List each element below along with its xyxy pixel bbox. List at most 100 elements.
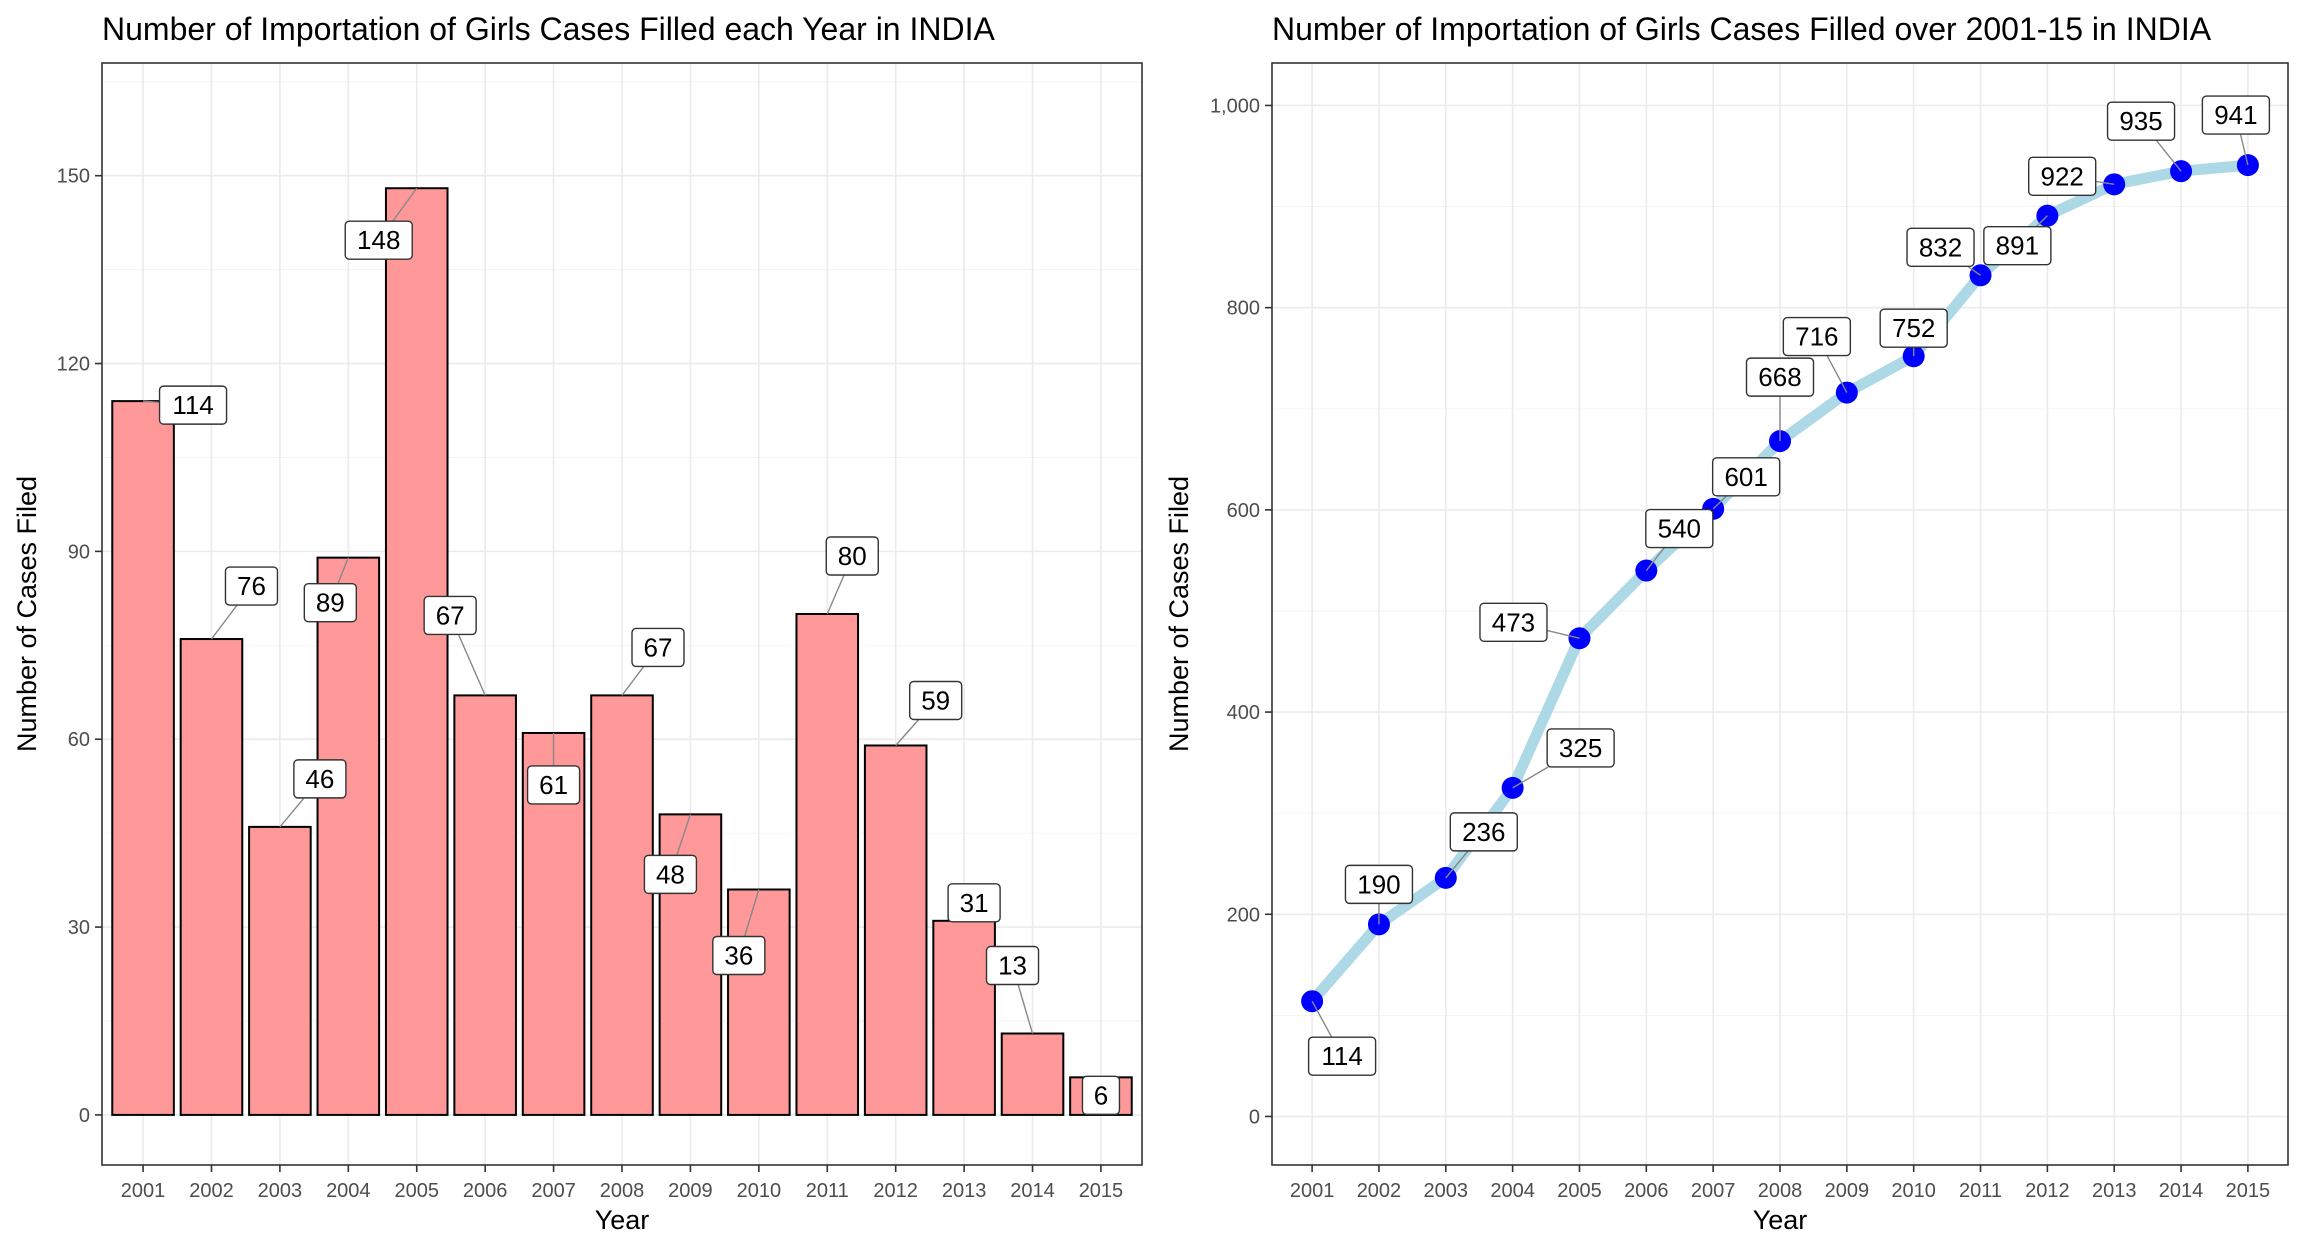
bar-data-label-2006: 67 bbox=[423, 595, 477, 636]
bar-chart-y-tick-label: 0 bbox=[79, 1105, 90, 1127]
line-chart-x-tick-label: 2007 bbox=[1691, 1180, 1736, 1202]
bar-data-label-2014: 13 bbox=[985, 945, 1040, 986]
bar-chart-y-tick-label: 120 bbox=[57, 354, 90, 376]
line-chart-x-tick-label: 2005 bbox=[1557, 1180, 1602, 1202]
bar-2012 bbox=[863, 744, 928, 1116]
bar-label-leader bbox=[1017, 984, 1034, 1034]
line-label-leader bbox=[1546, 629, 1580, 639]
bar-data-label-2008-box bbox=[631, 627, 685, 668]
bar-data-label-2015-text: 6 bbox=[1094, 1080, 1108, 1110]
line-data-label-2003: 236 bbox=[1449, 812, 1518, 852]
line-chart-x-tick-label: 2012 bbox=[2025, 1180, 2070, 1202]
bar-data-label-2003-text: 46 bbox=[305, 764, 334, 794]
line-data-label-2009-box bbox=[1782, 316, 1852, 357]
line-chart-x-tick-label: 2010 bbox=[1891, 1180, 1936, 1202]
line-data-label-2002-text: 190 bbox=[1357, 869, 1400, 899]
line-data-label-2011-box bbox=[1906, 227, 1975, 268]
line-chart-x-axis-title: Year bbox=[1753, 1205, 1808, 1235]
line-label-leader bbox=[1512, 766, 1549, 789]
line-data-label-2004: 325 bbox=[1546, 728, 1615, 768]
bar-data-label-2005: 148 bbox=[344, 220, 413, 260]
line-data-label-2010-box bbox=[1879, 308, 1948, 348]
line-data-label-2004-box bbox=[1546, 728, 1615, 768]
bar-chart-x-tick-label: 2013 bbox=[942, 1180, 987, 1202]
line-chart-y-tick-label: 1,000 bbox=[1210, 95, 1260, 117]
bar-data-label-2002-box bbox=[224, 566, 279, 606]
line-label-leader bbox=[1645, 547, 1665, 571]
line-data-label-2006-box bbox=[1645, 508, 1714, 549]
line-chart-panel: Number of Importation of Girls Cases Fil… bbox=[1164, 11, 2289, 1235]
bar-2003 bbox=[248, 825, 312, 1116]
bar-chart-axes: 0 30 60 90 120 150 2001 2002 2003 2004 2005 2006 200… bbox=[57, 166, 1124, 1202]
line-data-label-2001-box bbox=[1307, 1036, 1377, 1076]
line-data-label-2011: 832 bbox=[1906, 227, 1975, 268]
line-data-label-2015-text: 941 bbox=[2214, 100, 2257, 130]
bar-data-label-2015: 6 bbox=[1081, 1075, 1121, 1116]
line-label-leader bbox=[1712, 495, 1728, 510]
line-data-label-2006: 540 bbox=[1645, 508, 1714, 549]
bar-data-label-2008-text: 67 bbox=[644, 632, 673, 662]
bar-label-leader bbox=[392, 187, 418, 222]
line-chart-x-tick-label: 2001 bbox=[1290, 1180, 1335, 1202]
bar-data-label-2001: 114 bbox=[158, 385, 228, 425]
bar-chart-x-tick-label: 2009 bbox=[668, 1180, 713, 1202]
bar-data-label-2012: 59 bbox=[908, 680, 963, 721]
line-data-label-2005: 473 bbox=[1479, 602, 1548, 642]
line-data-label-2004-text: 325 bbox=[1559, 733, 1602, 763]
bar-data-label-2004-box bbox=[303, 582, 358, 623]
bar-data-label-2012-box bbox=[908, 680, 963, 721]
line-chart-x-tick-label: 2002 bbox=[1357, 1180, 1402, 1202]
line-data-label-2013-text: 922 bbox=[2041, 161, 2084, 191]
line-label-leader bbox=[2155, 139, 2182, 172]
bar-data-label-2002-text: 76 bbox=[237, 571, 266, 601]
bar-data-label-2010-text: 36 bbox=[724, 941, 753, 971]
bar-chart-y-tick-label: 30 bbox=[68, 917, 90, 939]
bar-2013 bbox=[932, 919, 996, 1116]
bar-chart-x-tick-label: 2015 bbox=[1079, 1180, 1124, 1202]
bar-data-label-2013-box bbox=[947, 883, 1001, 923]
line-chart-y-tick-label: 400 bbox=[1227, 702, 1260, 724]
line-label-leader bbox=[1826, 355, 1848, 393]
bar-2005 bbox=[384, 187, 449, 1116]
line-data-label-2013: 922 bbox=[2028, 156, 2097, 197]
bar-data-label-2007-text: 61 bbox=[539, 770, 568, 800]
line-data-label-2010-text: 752 bbox=[1892, 313, 1935, 343]
bar-2008 bbox=[590, 694, 654, 1116]
line-data-label-2015: 941 bbox=[2201, 95, 2271, 135]
line-data-label-2012-text: 891 bbox=[1996, 231, 2039, 261]
line-data-label-2009-text: 716 bbox=[1795, 322, 1838, 352]
bar-2010 bbox=[727, 888, 791, 1116]
bar-data-label-2009-box bbox=[643, 854, 698, 895]
bar-2014 bbox=[1000, 1032, 1065, 1116]
bar-2002 bbox=[179, 638, 244, 1116]
bar-chart-x-tick-label: 2002 bbox=[189, 1180, 234, 1202]
line-data-label-2014-box bbox=[2106, 101, 2176, 141]
line-chart-y-tick-label: 0 bbox=[1249, 1106, 1260, 1128]
bar-2004 bbox=[316, 556, 381, 1116]
bar-data-label-2015-box bbox=[1081, 1075, 1121, 1116]
bar-data-label-2003-box bbox=[293, 759, 347, 799]
line-label-leader bbox=[2035, 215, 2048, 228]
bar-data-label-2009: 48 bbox=[643, 854, 698, 895]
bar-data-label-2013: 31 bbox=[947, 883, 1001, 923]
bar-data-label-2011-box bbox=[825, 536, 879, 576]
line-data-label-2005-text: 473 bbox=[1492, 607, 1535, 637]
bar-chart-x-tick-label: 2012 bbox=[873, 1180, 918, 1202]
line-data-label-2003-box bbox=[1449, 812, 1518, 852]
line-chart-title: Number of Importation of Girls Cases Fil… bbox=[1272, 11, 2212, 47]
bar-data-label-2007-box bbox=[526, 765, 581, 805]
bar-label-leader bbox=[279, 797, 305, 828]
line-chart-axes: 0 200 400 600 800 1,000 2001 2002 2003 2004 2005 20… bbox=[1210, 95, 2270, 1202]
line-data-label-2007-text: 601 bbox=[1724, 462, 1767, 492]
line-data-label-2011-text: 832 bbox=[1919, 232, 1962, 262]
bar-data-label-2014-text: 13 bbox=[998, 951, 1027, 981]
line-label-leader bbox=[1311, 1000, 1333, 1038]
bar-label-leader bbox=[621, 665, 645, 696]
bar-chart-bars bbox=[111, 187, 1133, 1116]
line-data-label-2015-box bbox=[2201, 95, 2271, 135]
bar-label-leader bbox=[743, 889, 760, 937]
line-data-label-2008: 668 bbox=[1745, 357, 1815, 397]
bar-label-leader bbox=[210, 604, 238, 640]
bar-chart-x-tick-label: 2006 bbox=[463, 1180, 508, 1202]
bar-chart-data-labels: 114 76 46 89 148 67 61 67 48 36 80 59 31 13 6 bbox=[142, 187, 1121, 1116]
